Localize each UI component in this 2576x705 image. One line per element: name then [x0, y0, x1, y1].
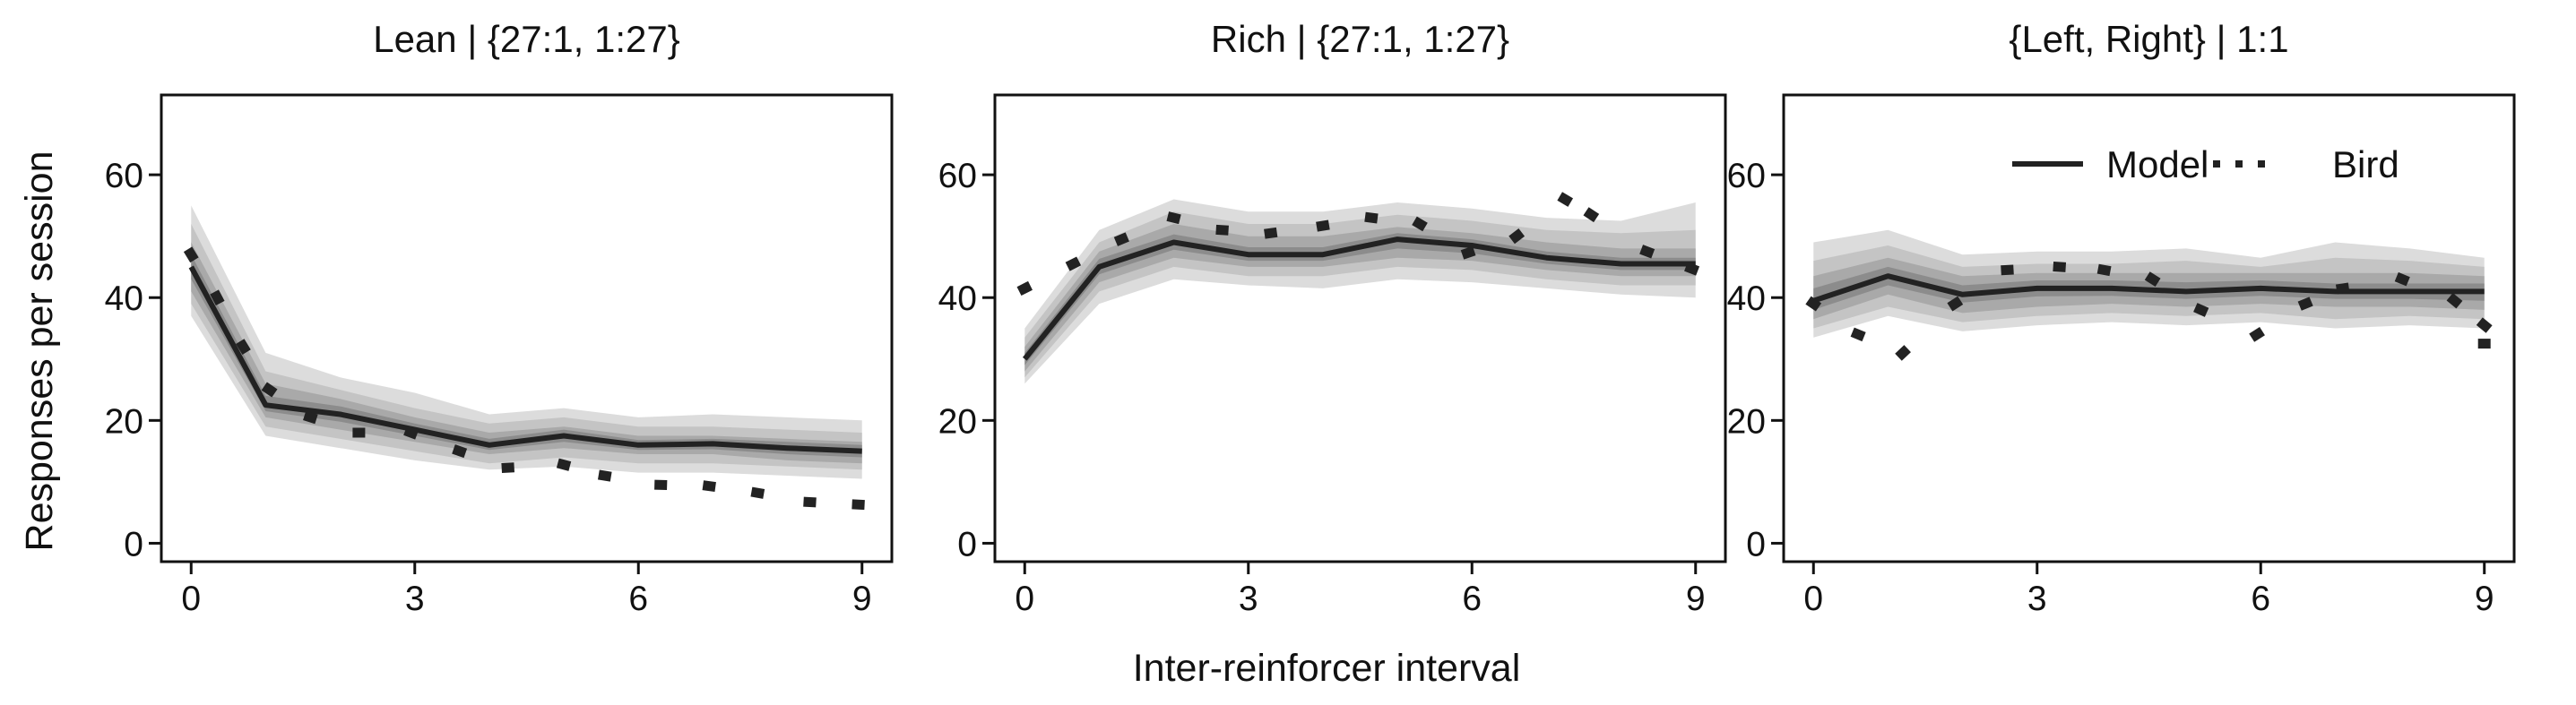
- y-tick-label: 20: [1727, 402, 1766, 441]
- y-tick-label: 0: [1746, 525, 1766, 563]
- bird-point: [1583, 207, 1600, 223]
- bird-point: [1460, 245, 1476, 260]
- model-line: [188, 265, 862, 454]
- y-tick-label: 20: [938, 402, 977, 441]
- y-tick-label: 60: [1727, 157, 1766, 195]
- plot-frame: [160, 93, 894, 563]
- bird-point: [2096, 263, 2112, 277]
- bird-point: [1215, 224, 1229, 236]
- x-tick-label: 3: [405, 580, 425, 618]
- bird-point: [210, 289, 225, 305]
- bird-point: [1805, 296, 1822, 312]
- bird-point: [403, 426, 419, 440]
- y-tick-label: 40: [938, 279, 977, 318]
- bird-point: [750, 486, 765, 499]
- bird-point: [2394, 271, 2410, 287]
- y-tick-label: 60: [105, 157, 143, 195]
- x-tick-label: 0: [1803, 580, 1823, 618]
- bird-point: [2001, 264, 2014, 276]
- panel-title: Rich | {27:1, 1:27}: [1211, 18, 1509, 60]
- legend-bird-label: Bird: [2332, 143, 2399, 185]
- bird-point: [1895, 345, 1911, 361]
- plot-frame: [993, 93, 1727, 563]
- plot-frame: [1782, 93, 2516, 563]
- model-line: [1022, 236, 1696, 361]
- panel-title: Lean | {27:1, 1:27}: [373, 18, 680, 60]
- legend: Model Bird: [2012, 143, 2399, 185]
- x-tick-label: 0: [181, 580, 201, 618]
- bird-point: [2297, 297, 2313, 311]
- y-tick-label: 0: [957, 525, 977, 563]
- bird-point: [2144, 271, 2161, 288]
- bird-point: [1166, 211, 1181, 225]
- bird-point: [2335, 282, 2350, 295]
- bird-point: [1684, 262, 1700, 276]
- panel-left-right: {Left, Right} | 1:1 0 3 6 9 0 20 40 60: [1727, 18, 2516, 618]
- x-tick-label: 9: [1686, 580, 1706, 618]
- y-tick-label: 0: [124, 525, 143, 563]
- x-tick-label: 6: [2251, 580, 2270, 618]
- x-tick-label: 9: [852, 580, 872, 618]
- bird-point: [452, 444, 468, 459]
- bird-point: [1113, 232, 1129, 246]
- x-tick-label: 9: [2475, 580, 2494, 618]
- y-axis-label: Responses per session: [18, 151, 61, 552]
- bird-point: [1264, 227, 1278, 239]
- x-axis-label: Inter-reinforcer interval: [1133, 647, 1521, 690]
- legend-model-label: Model: [2106, 143, 2209, 185]
- bird-point: [1850, 327, 1866, 342]
- x-tick-label: 3: [1239, 580, 1258, 618]
- bird-point: [1508, 228, 1526, 245]
- bird-point: [1065, 256, 1082, 271]
- bird-point: [1364, 211, 1379, 224]
- bird-point: [851, 499, 865, 511]
- bird-point: [2249, 326, 2265, 342]
- model-band-3: [191, 242, 862, 464]
- bird-point: [556, 458, 572, 471]
- panel-rich: Rich | {27:1, 1:27} 0 3 6 9 0 20 40 60: [938, 18, 1727, 618]
- panel-title: {Left, Right} | 1:1: [2009, 18, 2288, 60]
- y-tick-label: 40: [105, 279, 143, 318]
- bird-point: [1412, 216, 1428, 232]
- model-line: [1812, 273, 2485, 304]
- bird-point: [1639, 245, 1655, 259]
- bird-point: [236, 339, 251, 355]
- bird-point: [1557, 192, 1574, 207]
- bird-point: [2476, 317, 2493, 333]
- y-tick-label: 40: [1727, 279, 1766, 318]
- bird-point: [1947, 296, 1964, 312]
- x-tick-label: 3: [2027, 580, 2047, 618]
- y-tick-label: 60: [938, 157, 977, 195]
- y-tick-label: 20: [105, 402, 143, 441]
- bird-point: [702, 480, 716, 493]
- x-tick-label: 0: [1015, 580, 1034, 618]
- x-tick-label: 6: [1462, 580, 1482, 618]
- bird-point: [2053, 262, 2067, 272]
- bird-point: [1316, 219, 1330, 232]
- bird-point: [2446, 292, 2463, 309]
- x-tick-label: 6: [628, 580, 648, 618]
- bird-point: [261, 382, 278, 398]
- panel-lean: Lean | {27:1, 1:27} 0 3 6 9 0 20 40 60: [105, 18, 894, 618]
- bird-point: [803, 496, 817, 508]
- bird-point: [183, 246, 199, 263]
- bird-point: [501, 462, 515, 473]
- bird-point: [2193, 303, 2209, 317]
- bird-point: [303, 410, 318, 425]
- bird-point: [1016, 280, 1033, 297]
- bird-point: [597, 469, 612, 482]
